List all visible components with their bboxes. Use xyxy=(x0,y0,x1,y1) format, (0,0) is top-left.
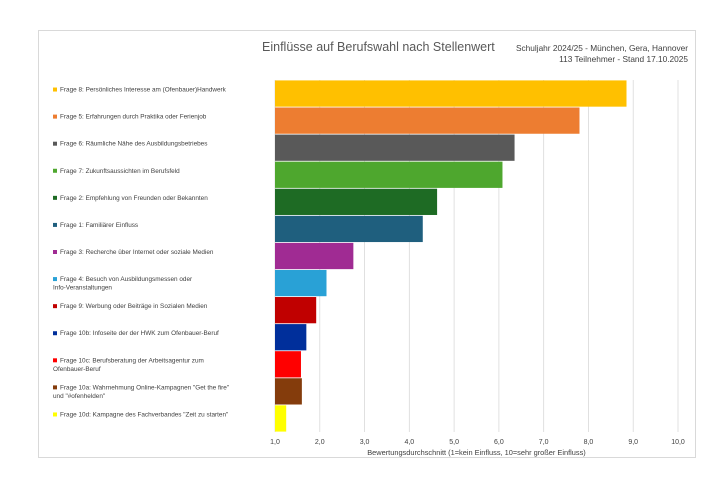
category-label: Frage 10b: Infoseite der der HWK zum Ofe… xyxy=(60,330,219,337)
legend-marker xyxy=(53,222,57,227)
chart-subtitle-line-1: Schuljahr 2024/25 - München, Gera, Hanno… xyxy=(515,43,688,53)
bar xyxy=(275,134,515,161)
x-axis-label: Bewertungsdurchschnitt (1=kein Einfluss,… xyxy=(367,448,586,457)
chart-subtitle-line-2: 113 Teilnehmer - Stand 17.10.2025 xyxy=(559,54,688,64)
bar xyxy=(275,188,438,215)
category-label: Frage 4: Besuch von Ausbildungsmessen od… xyxy=(53,276,193,292)
legend-marker xyxy=(53,331,57,336)
chart-title: Einflüsse auf Berufswahl nach Stellenwer… xyxy=(262,40,495,54)
legend-marker xyxy=(53,304,57,309)
category-label: Frage 6: Räumliche Nähe des Ausbildungsb… xyxy=(60,141,207,148)
x-tick-label: 2,0 xyxy=(315,439,325,446)
bar xyxy=(275,161,503,188)
x-tick-label: 10,0 xyxy=(671,439,685,446)
bar xyxy=(275,324,307,351)
x-tick-label: 6,0 xyxy=(494,439,504,446)
bar xyxy=(275,242,354,270)
category-label: Frage 3: Recherche über Internet oder so… xyxy=(60,249,214,256)
bar xyxy=(275,215,423,243)
x-tick-label: 7,0 xyxy=(539,439,549,446)
legend-marker xyxy=(53,141,57,146)
category-label: Frage 7: Zukunftsaussichten im Berufsfel… xyxy=(60,168,180,175)
legend-marker xyxy=(53,277,57,282)
legend-marker xyxy=(53,385,57,390)
x-tick-label: 3,0 xyxy=(360,439,370,446)
x-tick-label: 4,0 xyxy=(404,439,414,446)
legend-marker xyxy=(53,114,57,119)
bar xyxy=(275,297,317,324)
bar xyxy=(275,269,327,297)
legend-marker xyxy=(53,195,57,200)
legend-marker xyxy=(53,250,57,254)
category-label: Frage 8: Persönliches Interesse am (Ofen… xyxy=(60,87,227,94)
category-label: Frage 1: Familiärer Einfluss xyxy=(60,222,138,229)
legend-marker xyxy=(53,412,57,417)
bar xyxy=(275,378,302,405)
category-label: Frage 2: Empfehlung von Freunden oder Be… xyxy=(60,195,208,202)
category-label: Frage 10a: Wahrnehmung Online-Kampagnen … xyxy=(53,384,229,400)
bar xyxy=(275,80,627,107)
legend-marker xyxy=(53,87,57,92)
x-tick-label: 5,0 xyxy=(449,439,459,446)
category-label: Frage 5: Erfahrungen durch Praktika oder… xyxy=(60,114,207,121)
category-label: Frage 10c: Berufsberatung der Arbeitsage… xyxy=(53,357,204,373)
x-tick-label: 9,0 xyxy=(628,439,638,446)
legend-marker xyxy=(53,358,57,363)
bar xyxy=(275,351,301,378)
x-tick-label: 1,0 xyxy=(270,439,280,446)
bar xyxy=(275,107,580,134)
legend-marker xyxy=(53,168,57,173)
x-tick-label: 8,0 xyxy=(584,439,594,446)
category-label: Frage 9: Werbung oder Beiträge in Sozial… xyxy=(60,303,208,310)
category-label: Frage 10d: Kampagne des Fachverbandes "Z… xyxy=(60,411,228,418)
bar xyxy=(275,405,287,432)
